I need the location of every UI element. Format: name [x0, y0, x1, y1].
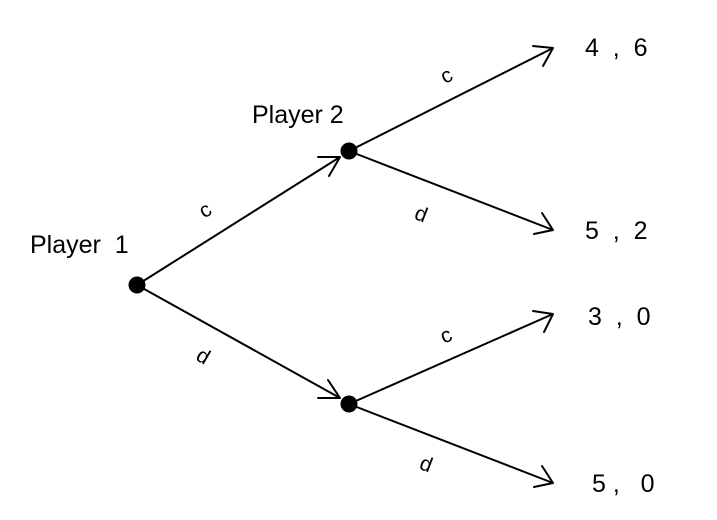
move-label-p1-d: d [192, 344, 214, 370]
arrowhead-p2-lower-d [533, 465, 554, 488]
move-label-p2-upper-d: d [411, 202, 430, 228]
arrowhead-p1-d [317, 379, 341, 399]
edge-p1-d [136, 284, 341, 399]
edge-p2-upper-d [348, 150, 554, 231]
arrowhead-p2-upper-d [533, 212, 554, 235]
move-label-p2-lower-d: d [416, 452, 435, 478]
move-label-p1-c: c [195, 198, 216, 223]
node-player1 [128, 276, 146, 294]
payoff-cc: 4 , 6 [585, 34, 648, 62]
node-player2-upper [340, 142, 358, 160]
payoff-dd: 5 , 0 [592, 470, 655, 498]
edge-p2-lower-d [348, 403, 554, 484]
player1-label: Player 1 [30, 231, 129, 259]
edge-p2-upper-c [348, 47, 554, 152]
arrowhead-p2-upper-c [532, 45, 554, 67]
arrowhead-p2-lower-c [532, 310, 554, 333]
player2-label: Player 2 [252, 101, 344, 129]
edge-p2-lower-c [348, 313, 554, 405]
arrowhead-p1-c [317, 156, 341, 177]
move-label-p2-upper-c: c [437, 63, 457, 88]
move-label-p2-lower-c: c [437, 323, 456, 348]
payoff-dc: 3 , 0 [588, 303, 651, 331]
payoff-cd: 5 , 2 [585, 217, 648, 245]
edge-p1-c [136, 156, 341, 286]
node-player2-lower [340, 395, 358, 413]
